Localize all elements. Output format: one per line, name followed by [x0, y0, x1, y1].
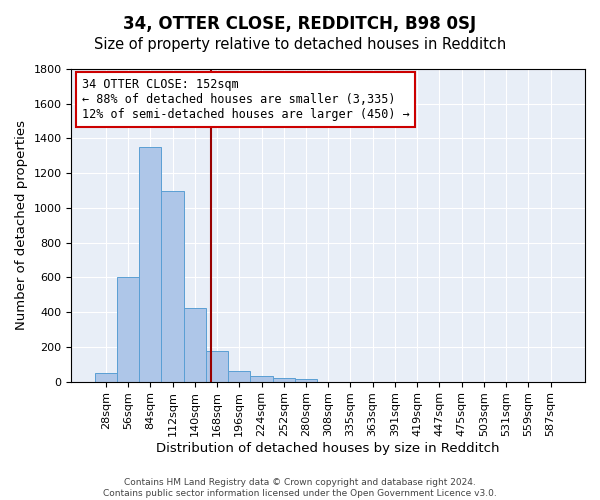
Bar [295, 379, 317, 382]
X-axis label: Distribution of detached houses by size in Redditch: Distribution of detached houses by size … [157, 442, 500, 455]
Bar [161, 190, 184, 382]
Bar [206, 351, 228, 382]
Text: 34 OTTER CLOSE: 152sqm
← 88% of detached houses are smaller (3,335)
12% of semi-: 34 OTTER CLOSE: 152sqm ← 88% of detached… [82, 78, 409, 122]
Text: Size of property relative to detached houses in Redditch: Size of property relative to detached ho… [94, 38, 506, 52]
Text: Contains HM Land Registry data © Crown copyright and database right 2024.
Contai: Contains HM Land Registry data © Crown c… [103, 478, 497, 498]
Bar [228, 371, 250, 382]
Bar [184, 308, 206, 382]
Bar [117, 278, 139, 382]
Bar [95, 373, 117, 382]
Bar [272, 378, 295, 382]
Bar [139, 147, 161, 382]
Y-axis label: Number of detached properties: Number of detached properties [15, 120, 28, 330]
Text: 34, OTTER CLOSE, REDDITCH, B98 0SJ: 34, OTTER CLOSE, REDDITCH, B98 0SJ [124, 15, 476, 33]
Bar [250, 376, 272, 382]
